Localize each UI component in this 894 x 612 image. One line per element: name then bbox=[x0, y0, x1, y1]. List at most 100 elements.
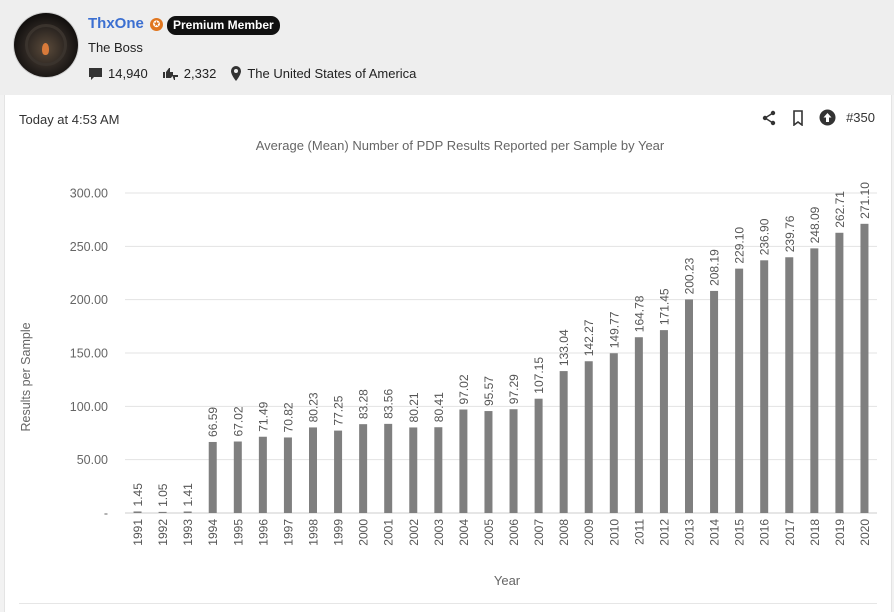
bookmark-icon bbox=[793, 109, 803, 126]
x-tick-label: 2010 bbox=[607, 519, 621, 546]
x-tick-label: 1998 bbox=[307, 519, 321, 546]
bar bbox=[434, 427, 443, 513]
avatar-ring bbox=[25, 24, 67, 66]
data-label: 236.90 bbox=[758, 218, 772, 255]
bar bbox=[634, 337, 643, 513]
y-tick-label: 50.00 bbox=[77, 453, 108, 467]
x-tick-label: 2005 bbox=[482, 519, 496, 546]
data-label: 1.41 bbox=[181, 483, 195, 507]
message-count[interactable]: 14,940 bbox=[88, 66, 148, 81]
bar bbox=[484, 411, 493, 513]
bookmark-button[interactable] bbox=[791, 109, 805, 126]
bar bbox=[785, 257, 794, 513]
bar bbox=[810, 248, 819, 513]
bar bbox=[183, 511, 192, 513]
x-tick-label: 2019 bbox=[833, 519, 847, 546]
bar bbox=[384, 423, 393, 513]
data-label: 200.23 bbox=[683, 257, 697, 294]
x-tick-label: 2016 bbox=[758, 519, 772, 546]
data-label: 133.04 bbox=[557, 329, 571, 366]
data-label: 164.78 bbox=[632, 295, 646, 332]
user-header: ThxOne ✪ Premium Member The Boss 14,940 … bbox=[0, 0, 894, 95]
share-button[interactable] bbox=[761, 110, 777, 126]
post-timestamp[interactable]: Today at 4:53 AM bbox=[19, 112, 120, 127]
post-body: Today at 4:53 AM #350 Average (Mean) Num… bbox=[4, 95, 892, 612]
data-label: 77.25 bbox=[332, 395, 346, 425]
data-label: 208.19 bbox=[708, 249, 722, 286]
upvote-button[interactable] bbox=[819, 109, 836, 126]
data-label: 80.23 bbox=[307, 392, 321, 422]
location-value: The United States of America bbox=[247, 66, 417, 81]
bar bbox=[509, 409, 518, 513]
data-label: 95.57 bbox=[482, 376, 496, 406]
arrow-up-circle-icon bbox=[819, 109, 836, 126]
bar bbox=[685, 299, 693, 513]
bar bbox=[334, 430, 343, 513]
bar bbox=[559, 371, 568, 513]
location[interactable]: The United States of America bbox=[230, 66, 416, 81]
x-tick-label: 2003 bbox=[432, 519, 446, 546]
x-tick-label: 2011 bbox=[632, 519, 646, 545]
data-label: 97.02 bbox=[457, 374, 471, 404]
divider bbox=[19, 603, 877, 604]
data-label: 83.28 bbox=[357, 389, 371, 419]
x-tick-label: 2014 bbox=[708, 519, 722, 546]
x-tick-label: 1992 bbox=[156, 519, 170, 546]
x-tick-label: 1991 bbox=[131, 519, 145, 546]
bar bbox=[309, 427, 317, 513]
data-label: 83.56 bbox=[382, 389, 396, 419]
reaction-count[interactable]: 2,332 bbox=[162, 66, 217, 81]
data-label: 80.21 bbox=[407, 392, 421, 422]
user-stats: 14,940 2,332 The United States of Americ… bbox=[88, 66, 430, 81]
share-icon bbox=[762, 110, 776, 125]
speech-bubble-icon bbox=[89, 67, 102, 80]
x-tick-label: 2008 bbox=[557, 519, 571, 546]
x-tick-label: 1999 bbox=[332, 519, 346, 546]
bar bbox=[359, 424, 368, 513]
x-tick-label: 2015 bbox=[733, 519, 747, 546]
x-tick-label: 2009 bbox=[582, 519, 596, 546]
y-tick-label: 100.00 bbox=[70, 400, 108, 414]
y-tick-label: - bbox=[104, 507, 108, 521]
x-tick-label: 1996 bbox=[256, 519, 270, 546]
avatar[interactable] bbox=[14, 13, 78, 77]
y-tick-label: 200.00 bbox=[70, 293, 108, 307]
bar bbox=[609, 353, 618, 513]
bar bbox=[860, 223, 869, 513]
star-badge-icon: ✪ bbox=[150, 18, 163, 31]
data-label: 70.82 bbox=[281, 402, 295, 432]
data-label: 67.02 bbox=[231, 406, 245, 436]
x-tick-label: 1994 bbox=[206, 519, 220, 546]
thumbs-up-down-icon bbox=[162, 67, 178, 80]
y-axis-label: Results per Sample bbox=[19, 322, 33, 431]
bar bbox=[283, 437, 292, 513]
data-label: 229.10 bbox=[733, 227, 747, 264]
bar bbox=[735, 268, 744, 513]
post-number-link[interactable]: #350 bbox=[846, 110, 875, 125]
bar bbox=[158, 511, 167, 513]
premium-member-badge: Premium Member bbox=[167, 16, 280, 35]
data-label: 248.09 bbox=[808, 206, 822, 243]
chart-title: Average (Mean) Number of PDP Results Rep… bbox=[256, 138, 665, 153]
map-pin-icon bbox=[231, 66, 242, 81]
username-link[interactable]: ThxOne bbox=[88, 15, 144, 32]
x-tick-label: 2017 bbox=[783, 519, 797, 546]
bar bbox=[584, 361, 593, 513]
data-label: 142.27 bbox=[582, 319, 596, 356]
bar bbox=[208, 441, 217, 513]
data-label: 171.45 bbox=[657, 288, 671, 325]
x-tick-label: 2013 bbox=[683, 519, 697, 546]
bar bbox=[409, 427, 418, 513]
reaction-count-value: 2,332 bbox=[183, 66, 217, 81]
bar bbox=[835, 232, 844, 513]
x-tick-label: 2007 bbox=[532, 519, 546, 546]
x-tick-label: 2002 bbox=[407, 519, 421, 546]
bar-chart: Average (Mean) Number of PDP Results Rep… bbox=[19, 138, 877, 588]
x-tick-label: 1997 bbox=[281, 519, 295, 546]
data-label: 1.45 bbox=[131, 483, 145, 507]
x-tick-label: 2004 bbox=[457, 519, 471, 546]
bar bbox=[760, 260, 769, 513]
bar bbox=[133, 511, 142, 513]
bar bbox=[459, 409, 468, 513]
x-tick-label: 1993 bbox=[181, 519, 195, 546]
